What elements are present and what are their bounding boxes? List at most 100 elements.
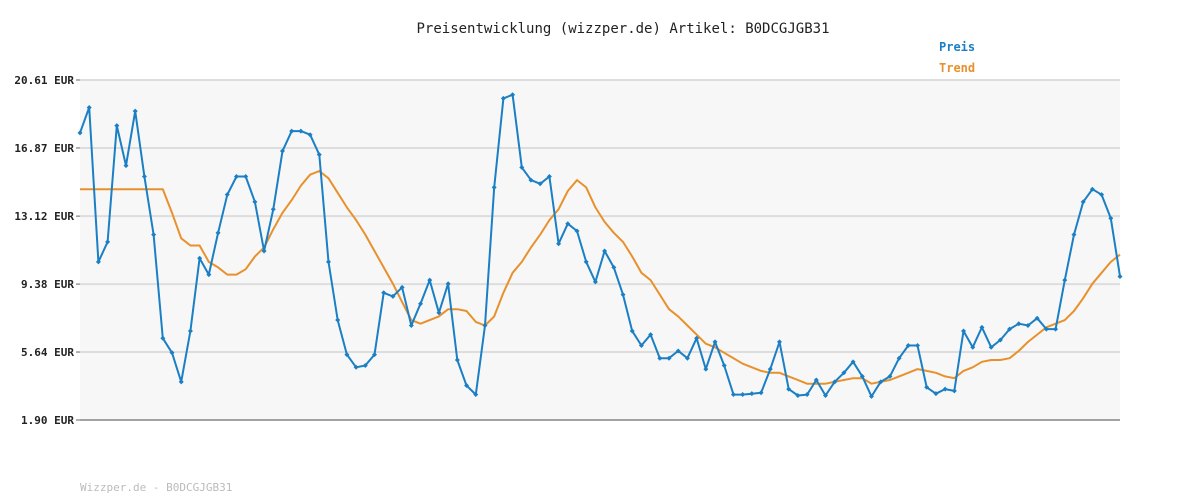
- data-point-preis: [335, 317, 341, 323]
- data-point-preis: [519, 164, 525, 170]
- data-point-preis: [611, 264, 617, 270]
- data-point-preis: [316, 152, 322, 158]
- data-point-preis: [730, 392, 736, 398]
- data-point-preis: [961, 328, 967, 334]
- data-point-preis: [767, 366, 773, 372]
- data-point-preis: [850, 359, 856, 365]
- data-point-preis: [1099, 192, 1105, 198]
- data-point-preis: [795, 392, 801, 398]
- data-point-preis: [933, 391, 939, 397]
- data-point-preis: [804, 392, 810, 398]
- data-point-preis: [1016, 321, 1022, 327]
- data-point-preis: [289, 128, 295, 134]
- data-point-preis: [749, 391, 755, 397]
- data-point-preis: [1062, 277, 1068, 283]
- data-point-preis: [979, 324, 985, 330]
- data-point-preis: [298, 128, 304, 134]
- data-point-preis: [399, 284, 405, 290]
- data-point-preis: [648, 332, 654, 338]
- data-point-preis: [325, 259, 331, 265]
- data-point-preis: [675, 348, 681, 354]
- data-point-preis: [905, 342, 911, 348]
- plot-background: [80, 80, 1120, 420]
- data-point-preis: [252, 199, 258, 205]
- data-point-preis: [869, 393, 875, 399]
- y-tick-label: 1.90 EUR: [21, 414, 74, 427]
- data-point-preis: [1025, 323, 1031, 329]
- data-point-preis: [464, 382, 470, 388]
- data-point-preis: [86, 104, 92, 110]
- data-point-preis: [896, 355, 902, 361]
- data-point-preis: [703, 366, 709, 372]
- data-point-preis: [620, 292, 626, 298]
- data-point-preis: [684, 355, 690, 361]
- data-point-preis: [372, 352, 378, 358]
- data-point-preis: [390, 293, 396, 299]
- data-point-preis: [776, 339, 782, 345]
- data-point-preis: [151, 232, 157, 238]
- data-point-preis: [638, 342, 644, 348]
- data-point-preis: [224, 192, 230, 198]
- data-point-preis: [77, 130, 83, 136]
- data-point-preis: [233, 173, 239, 179]
- data-point-preis: [942, 386, 948, 392]
- data-point-preis: [878, 379, 884, 385]
- data-point-preis: [657, 355, 663, 361]
- data-point-preis: [528, 177, 534, 183]
- data-point-preis: [583, 259, 589, 265]
- data-point-preis: [243, 173, 249, 179]
- legend-entry-preis: Preis: [939, 40, 975, 54]
- data-point-preis: [270, 206, 276, 212]
- data-point-preis: [408, 323, 414, 329]
- data-point-preis: [813, 377, 819, 383]
- data-point-preis: [482, 323, 488, 329]
- data-point-preis: [436, 310, 442, 316]
- series-line-trend: [80, 170, 1121, 385]
- data-point-preis: [206, 272, 212, 278]
- chart-title: Preisentwicklung (wizzper.de) Artikel: B…: [416, 21, 829, 37]
- data-point-preis: [556, 241, 562, 247]
- data-point-preis: [500, 95, 506, 101]
- data-point-preis: [1080, 199, 1086, 205]
- y-tick-label: 20.61 EUR: [14, 74, 74, 87]
- data-point-preis: [473, 392, 479, 398]
- data-point-preis: [721, 362, 727, 368]
- data-point-preis: [565, 221, 571, 227]
- data-point-preis: [132, 108, 138, 114]
- data-point-preis: [279, 148, 285, 154]
- y-tick-label: 5.64 EUR: [21, 346, 74, 359]
- data-point-preis: [546, 173, 552, 179]
- data-point-preis: [859, 373, 865, 379]
- data-point-preis: [141, 173, 147, 179]
- data-point-preis: [915, 342, 921, 348]
- data-point-preis: [418, 301, 424, 307]
- data-point-preis: [215, 230, 221, 236]
- data-point-preis: [381, 290, 387, 296]
- data-point-preis: [1007, 326, 1013, 332]
- data-point-preis: [712, 339, 718, 345]
- data-point-preis: [261, 248, 267, 254]
- data-point-preis: [758, 390, 764, 396]
- data-point-preis: [574, 228, 580, 234]
- data-point-preis: [114, 123, 120, 129]
- y-tick-label: 16.87 EUR: [14, 142, 74, 155]
- data-point-preis: [537, 181, 543, 187]
- y-tick-label: 9.38 EUR: [21, 278, 74, 291]
- data-point-preis: [924, 384, 930, 390]
- data-point-preis: [187, 328, 193, 334]
- data-point-preis: [629, 328, 635, 334]
- data-point-preis: [786, 386, 792, 392]
- data-point-preis: [592, 279, 598, 285]
- footer-credit: Wizzper.de - B0DCGJGB31: [80, 481, 232, 494]
- data-point-preis: [427, 277, 433, 283]
- legend-entry-trend: Trend: [939, 61, 975, 75]
- data-point-preis: [95, 259, 101, 265]
- data-point-preis: [1108, 215, 1114, 221]
- data-point-preis: [666, 355, 672, 361]
- data-point-preis: [197, 255, 203, 261]
- data-point-preis: [445, 281, 451, 287]
- data-point-preis: [307, 132, 313, 138]
- data-point-preis: [491, 184, 497, 190]
- data-point-preis: [832, 379, 838, 385]
